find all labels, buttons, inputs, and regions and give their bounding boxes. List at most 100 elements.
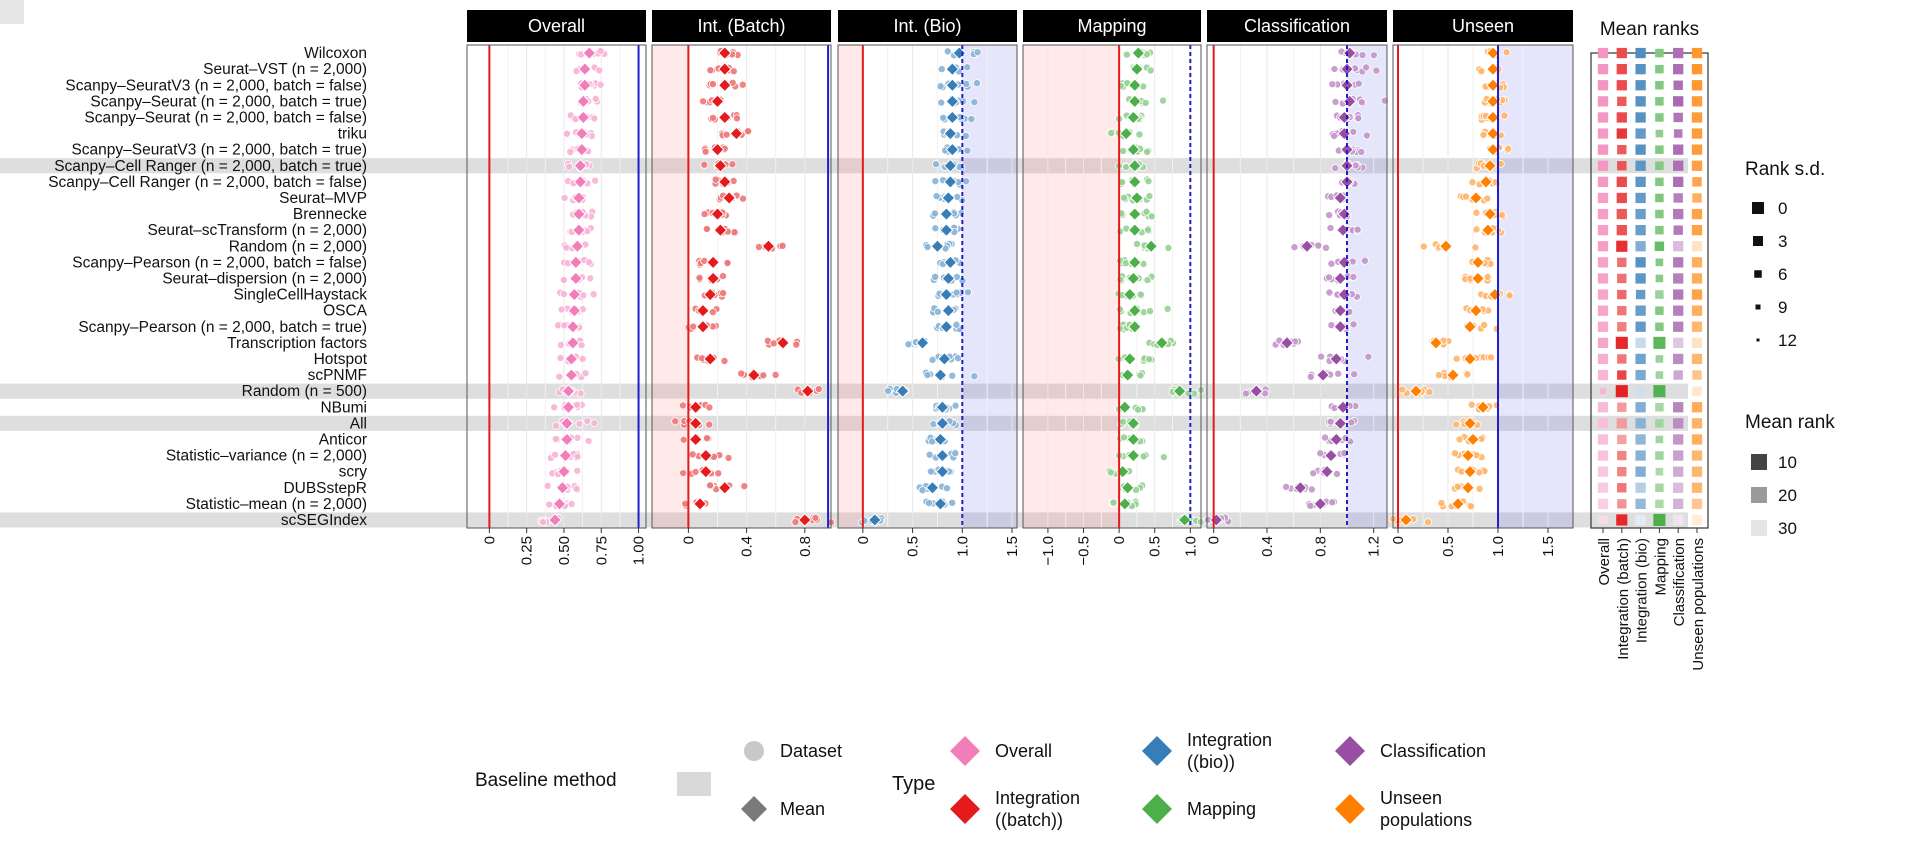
rank-square xyxy=(1635,241,1646,252)
dataset-point xyxy=(1309,469,1318,478)
mean-diamond xyxy=(1466,432,1480,447)
rank-square xyxy=(1597,369,1609,381)
dataset-point xyxy=(688,450,697,459)
method-label: Seurat–VST (n = 2,000) xyxy=(203,61,367,78)
dataset-point xyxy=(791,518,800,527)
dataset-point xyxy=(936,82,945,91)
dataset-point xyxy=(930,209,939,218)
mean-diamond xyxy=(933,368,948,382)
mean-diamond xyxy=(1127,174,1142,189)
rank-square xyxy=(1635,64,1646,75)
mean-diamond xyxy=(1342,94,1357,109)
dataset-point xyxy=(560,321,569,330)
method-label: Scanpy–SeuratV3 (n = 2,000, batch = true… xyxy=(71,142,367,159)
panel-3: Mapping −1.0 −0.5 0 0.5 1.0 xyxy=(1022,10,1206,566)
method-label: SingleCellHaystack xyxy=(233,287,367,304)
mean-diamond xyxy=(1126,416,1141,431)
rank-square xyxy=(1673,466,1684,477)
rank-square xyxy=(1673,305,1684,316)
type-legend-marker xyxy=(1142,794,1172,824)
dataset-point xyxy=(1317,352,1326,361)
rank-col-label: Classification xyxy=(1671,538,1688,626)
rank-square xyxy=(1635,386,1646,396)
dataset-point xyxy=(1327,259,1336,268)
x-tick-label: 1.5 xyxy=(1004,536,1021,557)
method-label: scPNMF xyxy=(308,367,367,384)
mean-diamond xyxy=(552,496,567,511)
rank-square xyxy=(1673,176,1684,187)
mean-diamond xyxy=(560,416,574,431)
dataset-point xyxy=(699,97,708,106)
dataset-point xyxy=(939,113,948,122)
mean-diamond xyxy=(564,352,579,366)
dataset-point xyxy=(1133,405,1142,414)
rank-sd-swatch xyxy=(1754,270,1762,278)
panel-title: Int. (Bio) xyxy=(893,16,961,36)
rank-square xyxy=(1617,144,1627,155)
rank-square xyxy=(1653,336,1666,349)
mean-rank-value: 10 xyxy=(1778,453,1797,472)
type-legend-line: Integration xyxy=(995,788,1080,808)
mean-diamond xyxy=(746,368,761,382)
rank-square xyxy=(1691,225,1703,236)
rank-square xyxy=(1616,128,1627,139)
dataset-point xyxy=(931,224,940,233)
x-tick-label: 1.00 xyxy=(631,536,648,565)
dataset-point xyxy=(1143,147,1152,156)
rank-square xyxy=(1597,128,1609,139)
dataset-point xyxy=(1109,498,1118,507)
rank-square xyxy=(1673,514,1684,526)
rank-square xyxy=(1673,208,1684,220)
dataset-point xyxy=(556,340,565,349)
dataset-point xyxy=(1437,499,1446,508)
type-legend-line: ((bio)) xyxy=(1187,752,1235,772)
mean-diamond xyxy=(729,126,744,141)
rank-sd-value: 0 xyxy=(1778,199,1787,218)
x-tick-label: 0.4 xyxy=(1259,536,1276,557)
rank-square xyxy=(1597,498,1609,509)
rank-sd-legend-title: Rank s.d. xyxy=(1745,159,1825,180)
dataset-point xyxy=(1471,243,1480,252)
dataset-point xyxy=(1121,259,1130,268)
rank-square xyxy=(1597,418,1609,429)
rank-square xyxy=(1616,240,1628,252)
rank-square xyxy=(1655,322,1664,331)
mean-diamond xyxy=(688,416,703,431)
mean-diamond xyxy=(1119,126,1134,141)
rank-square xyxy=(1635,418,1646,429)
method-label: Scanpy–Pearson (n = 2,000, batch = true) xyxy=(78,319,367,336)
rank-sd-swatch xyxy=(1756,338,1760,342)
rank-square xyxy=(1635,96,1646,107)
mean-rank-value: 20 xyxy=(1778,486,1797,505)
method-label: triku xyxy=(338,126,367,143)
mean-diamond xyxy=(567,303,582,318)
mean-diamond xyxy=(1127,94,1142,109)
dataset-point xyxy=(595,66,604,75)
dataset-point xyxy=(933,307,942,316)
dataset-point xyxy=(962,177,971,186)
panel-frame xyxy=(466,44,647,529)
mean-diamond xyxy=(570,239,585,254)
mean-rank-value: 30 xyxy=(1778,519,1797,538)
dataset-point xyxy=(560,193,569,202)
dataset-point xyxy=(590,114,599,123)
mean-diamond xyxy=(1126,142,1141,157)
dataset-point xyxy=(1360,256,1369,265)
mean-diamond xyxy=(1126,448,1141,463)
dataset-point xyxy=(1452,420,1461,429)
rank-square xyxy=(1635,208,1646,220)
mean-diamond xyxy=(574,126,589,141)
rank-square xyxy=(1655,258,1664,267)
rank-square xyxy=(1673,370,1683,380)
rank-square xyxy=(1691,514,1703,526)
dataset-point xyxy=(951,449,960,458)
dataset-point xyxy=(590,419,599,428)
dataset-point xyxy=(739,194,748,203)
mean-diamond xyxy=(1313,496,1328,511)
mean-diamond xyxy=(557,464,571,479)
panel-header xyxy=(1207,10,1387,42)
mean-diamond xyxy=(915,335,930,350)
rank-square xyxy=(1655,177,1664,187)
rank-square xyxy=(1691,353,1703,365)
rank-square xyxy=(1597,64,1609,75)
